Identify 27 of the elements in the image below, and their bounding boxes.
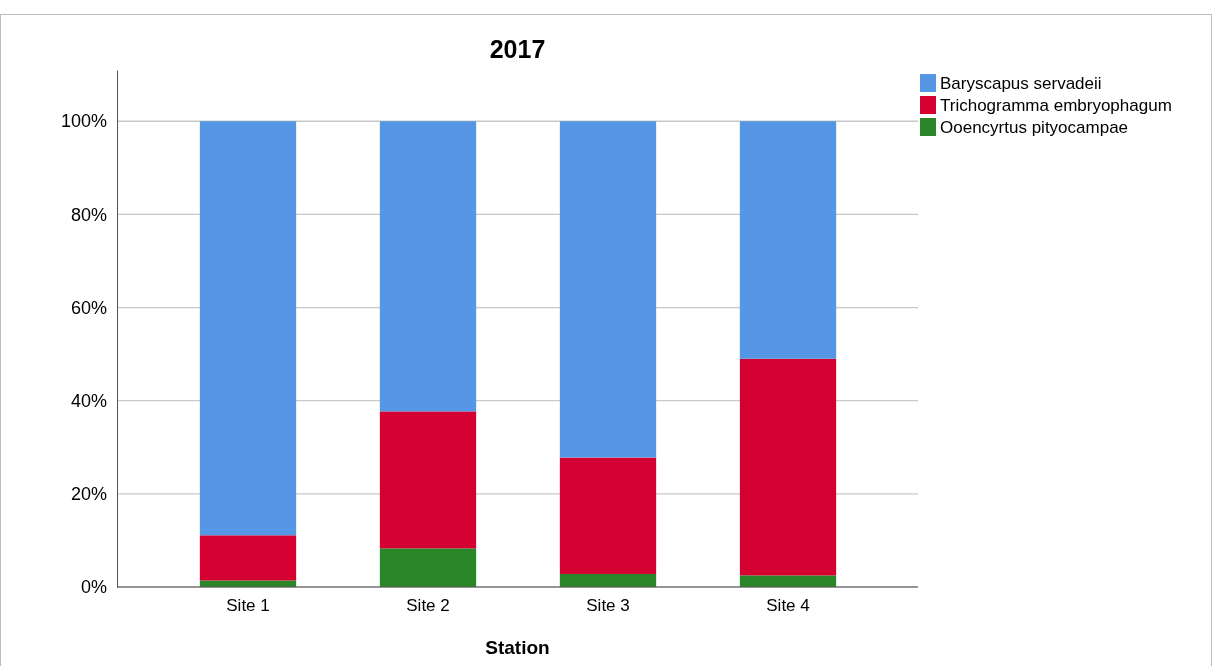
bar: [559, 573, 657, 587]
x-tick-label: Site 3: [586, 596, 630, 616]
chart-title: 2017: [489, 35, 546, 63]
x-tick-label: Site 2: [406, 596, 450, 616]
x-tick-label: Site 1: [226, 596, 270, 616]
y-tick-label: 40%: [70, 390, 107, 411]
bar: [559, 121, 657, 458]
legend-label: Trichogramma embryophagum: [940, 96, 1172, 115]
bar: [379, 121, 477, 412]
bar: [739, 575, 837, 587]
bar: [199, 535, 297, 581]
bar: [379, 411, 477, 549]
bar: [739, 358, 837, 576]
bar: [199, 580, 297, 587]
y-tick-label: 60%: [70, 297, 107, 318]
x-axis-title: Station: [485, 637, 550, 658]
bar: [739, 121, 837, 359]
bar: [199, 121, 297, 536]
y-tick-label: 80%: [70, 204, 107, 225]
bar: [379, 548, 477, 587]
y-tick-label: 100%: [60, 111, 107, 132]
x-tick-label: Site 4: [766, 596, 810, 616]
legend-label: Ooencyrtus pityocampae: [940, 118, 1129, 137]
legend-label: Baryscapus servadeii: [940, 74, 1102, 93]
bar: [559, 457, 657, 574]
y-tick-label: 20%: [70, 484, 107, 505]
y-tick-label: 0%: [80, 577, 107, 598]
